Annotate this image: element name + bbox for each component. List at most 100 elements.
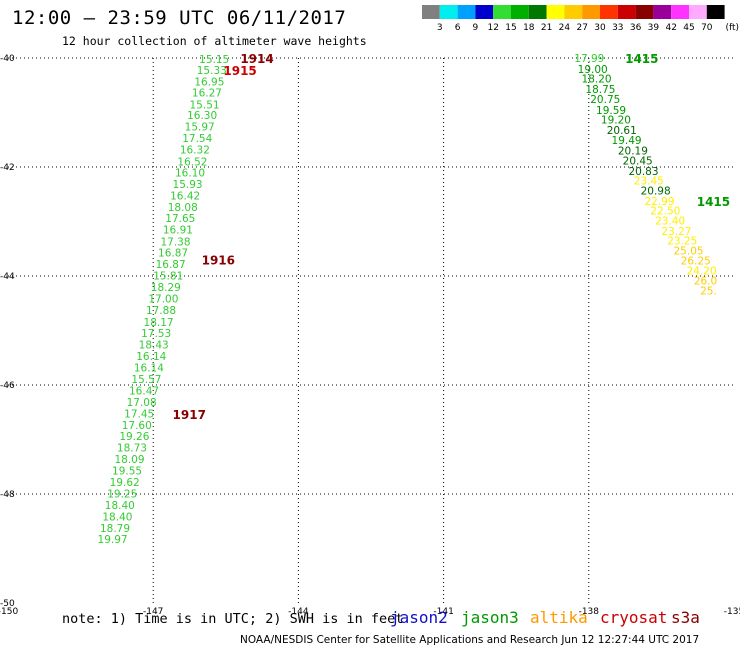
lat-tick-label: -50 <box>0 599 15 609</box>
pass-time-label: 1917 <box>173 408 206 422</box>
colorbar-tick-label: 39 <box>648 23 660 33</box>
colorbar-swatch <box>528 5 547 19</box>
colorbar-swatch <box>689 5 707 19</box>
wave-height-label: 20.45 <box>623 155 653 167</box>
lon-tick-label: -150 <box>0 607 18 617</box>
wave-height-label: 16.91 <box>163 225 193 237</box>
wave-height-label: 16.52 <box>177 157 207 169</box>
wave-height-label: 19.55 <box>112 466 142 478</box>
colorbar-swatch <box>564 5 583 19</box>
wave-height-label: 22.99 <box>644 196 674 208</box>
wave-height-colorbar: 3 6 9 12 15 18 21 24 27 30 33 36 39 42 45 70 (ft) <box>422 5 739 33</box>
wave-height-label: 26.0 <box>694 275 717 287</box>
lat-tick-label: -46 <box>0 381 15 391</box>
colorbar-swatch <box>493 5 511 19</box>
wave-height-label: 17.99 <box>574 53 604 65</box>
pass-time-label: 1415 <box>697 195 730 209</box>
colorbar-swatch <box>671 5 689 19</box>
wave-height-label: 17.65 <box>165 213 195 225</box>
colorbar-swatch <box>457 5 476 19</box>
wave-height-label: 19.25 <box>107 488 137 500</box>
lon-tick-label: -141 <box>433 607 453 617</box>
wave-height-label: 15.93 <box>173 179 203 191</box>
wave-height-label: 15.33 <box>197 65 227 77</box>
wave-height-label: 23.27 <box>661 226 691 238</box>
lat-tick-label: -44 <box>0 272 15 282</box>
colorbar-swatch <box>582 5 600 19</box>
colorbar-swatch <box>422 5 440 19</box>
lon-tick-label: -144 <box>288 607 309 617</box>
lon-tick-label: -147 <box>143 607 163 617</box>
colorbar-swatch <box>706 5 725 19</box>
wave-height-label: 17.53 <box>141 328 171 340</box>
track-eastern-track: 17.9919.0018.2018.7520.7519.5919.2020.61… <box>574 52 730 298</box>
wave-height-label: 15.57 <box>131 374 161 386</box>
wave-height-label: 19.26 <box>119 431 149 443</box>
colorbar-swatch <box>475 5 494 19</box>
wave-height-label: 18.08 <box>168 202 198 214</box>
wave-height-label: 16.87 <box>156 259 186 271</box>
colorbar-tick-label: 36 <box>630 23 642 33</box>
legend-altika: altika <box>530 608 588 627</box>
wave-height-label: 15.81 <box>153 270 183 282</box>
colorbar-tick-label: 18 <box>523 23 535 33</box>
wave-height-label: 18.40 <box>105 500 135 512</box>
wave-height-label: 18.20 <box>582 74 612 86</box>
colorbar-tick-label: 42 <box>665 23 676 33</box>
wave-height-label: 16.14 <box>136 351 166 363</box>
lon-tick-label: -138 <box>579 607 600 617</box>
colorbar-unit: (ft) <box>725 23 739 33</box>
wave-height-label: 24.20 <box>687 266 717 278</box>
wave-height-label: 17.08 <box>127 397 157 409</box>
wave-height-label: 17.54 <box>182 133 212 145</box>
pass-time-label: 1415 <box>625 52 658 66</box>
map-title: 12:00 – 23:59 UTC 06/11/2017 <box>12 7 347 29</box>
wave-height-label: 19.97 <box>98 534 128 546</box>
wave-height-label: 18.75 <box>585 84 615 96</box>
legend-jason3: jason3 <box>461 608 519 627</box>
wave-height-label: 23.45 <box>634 176 664 188</box>
wave-height-label: 16.14 <box>134 363 164 375</box>
wave-height-label: 18.79 <box>100 523 130 535</box>
colorbar-swatch <box>546 5 565 19</box>
footnote: note: 1) Time is in UTC; 2) SWH is in fe… <box>62 611 404 627</box>
wave-height-label: 18.09 <box>114 454 144 466</box>
wave-height-label: 20.19 <box>618 146 648 158</box>
colorbar-tick-label: 9 <box>473 23 479 33</box>
wave-height-label: 22.50 <box>650 206 680 218</box>
wave-height-label: 16.95 <box>194 76 224 88</box>
wave-height-label: 20.83 <box>628 166 658 178</box>
wave-height-label: 17.38 <box>160 237 190 249</box>
wave-height-label: 26.25 <box>681 256 711 268</box>
colorbar-tick-label: 6 <box>455 23 461 33</box>
wave-height-label: 19.62 <box>110 477 140 489</box>
wave-height-label: 16.27 <box>192 87 222 99</box>
wave-height-label: 18.40 <box>102 511 132 523</box>
wave-height-label: 16.87 <box>158 248 188 260</box>
colorbar-swatch <box>439 5 458 19</box>
wave-height-label: 23.25 <box>667 236 697 248</box>
colorbar-swatch <box>635 5 654 19</box>
wave-height-label: 16.42 <box>170 190 200 202</box>
wave-height-label: 18.29 <box>151 282 181 294</box>
colorbar-tick-label: 12 <box>487 23 498 33</box>
credit-line: NOAA/NESDIS Center for Satellite Applica… <box>240 634 700 646</box>
wave-height-label: 19.20 <box>601 115 631 127</box>
pass-time-label: 1915 <box>223 64 256 78</box>
wave-height-label: 20.61 <box>607 125 637 137</box>
wave-height-label: 16.32 <box>180 145 210 157</box>
wave-height-label: 20.98 <box>641 185 671 197</box>
wave-height-label: 17.00 <box>148 293 178 305</box>
colorbar-tick-label: 30 <box>594 23 606 33</box>
colorbar-tick-label: 33 <box>612 23 623 33</box>
lat-tick-label: -48 <box>0 490 15 500</box>
wave-height-label: 18.73 <box>117 443 147 455</box>
wave-height-label: 23.40 <box>655 215 685 227</box>
colorbar-tick-label: 21 <box>541 23 552 33</box>
wave-height-label: 15.97 <box>185 122 215 134</box>
colorbar-tick-label: 70 <box>701 23 713 33</box>
legend-s3a: s3a <box>671 608 700 627</box>
wave-height-label: 18.43 <box>139 340 169 352</box>
